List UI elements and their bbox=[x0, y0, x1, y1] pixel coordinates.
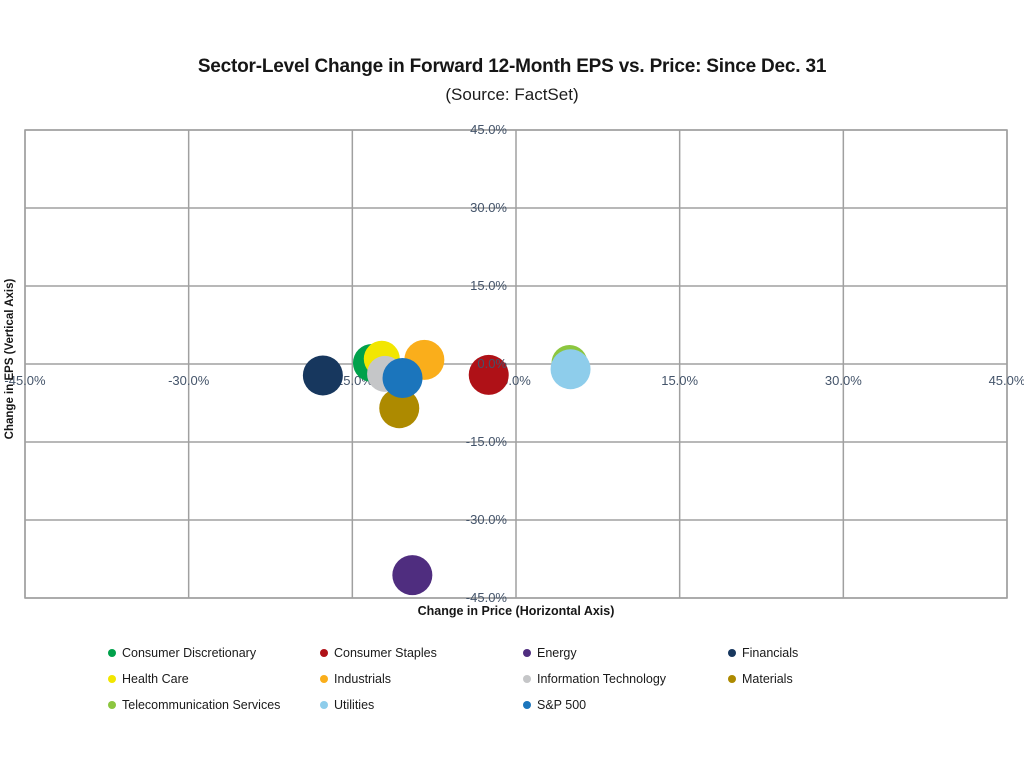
legend-item-financials: Financials bbox=[728, 646, 798, 660]
legend-label: Telecommunication Services bbox=[122, 698, 281, 712]
x-axis-tick-label: -45.0% bbox=[4, 373, 46, 388]
legend-item-consumer-staples: Consumer Staples bbox=[320, 646, 523, 660]
legend-item-information-technology: Information Technology bbox=[523, 672, 728, 686]
legend-item-telecommunication-services: Telecommunication Services bbox=[108, 698, 320, 712]
y-axis-tick-label: -30.0% bbox=[466, 512, 508, 527]
y-axis-tick-label: -45.0% bbox=[466, 590, 508, 605]
y-axis-tick-label: 45.0% bbox=[470, 122, 507, 137]
bubbles bbox=[302, 339, 591, 596]
x-axis-tick-label: 0.0% bbox=[501, 373, 531, 388]
legend-item-industrials: Industrials bbox=[320, 672, 523, 686]
bubble-s-p-500 bbox=[382, 358, 423, 399]
legend-label: Materials bbox=[742, 672, 793, 686]
legend-label: Health Care bbox=[122, 672, 189, 686]
legend-marker-utilities bbox=[320, 701, 328, 709]
legend-label: Energy bbox=[537, 646, 577, 660]
legend-label: S&P 500 bbox=[537, 698, 587, 712]
y-axis-tick-label: 0.0% bbox=[477, 356, 507, 371]
legend-label: Consumer Staples bbox=[334, 646, 437, 660]
legend-marker-health-care bbox=[108, 675, 116, 683]
x-axis-tick-label: 30.0% bbox=[825, 373, 862, 388]
legend-label: Consumer Discretionary bbox=[122, 646, 257, 660]
bubble-utilities bbox=[550, 349, 591, 390]
x-axis-tick-label: -30.0% bbox=[168, 373, 210, 388]
y-axis-tick-label: -15.0% bbox=[466, 434, 508, 449]
bubble-consumer-staples bbox=[468, 354, 509, 395]
gridlines bbox=[24, 129, 1008, 599]
y-axis-tick-label: 30.0% bbox=[470, 200, 507, 215]
legend-marker-financials bbox=[728, 649, 736, 657]
y-axis-tick-label: 15.0% bbox=[470, 278, 507, 293]
legend-item-s-p-500: S&P 500 bbox=[523, 698, 728, 712]
legend-label: Financials bbox=[742, 646, 799, 660]
legend-marker-materials bbox=[728, 675, 736, 683]
legend-item-energy: Energy bbox=[523, 646, 728, 660]
y-axis-tick-labels: 45.0% 30.0% 15.0% 0.0% -15.0% -30.0% -45.0% bbox=[466, 122, 508, 605]
legend-marker-energy bbox=[523, 649, 531, 657]
x-axis-title: Change in Price (Horizontal Axis) bbox=[417, 604, 615, 618]
x-axis-tick-label: 45.0% bbox=[989, 373, 1024, 388]
legend-item-materials: Materials bbox=[728, 672, 798, 686]
legend-item-health-care: Health Care bbox=[108, 672, 320, 686]
y-axis-title: Change in EPS (Vertical Axis) bbox=[4, 278, 16, 440]
legend-item-consumer-discretionary: Consumer Discretionary bbox=[108, 646, 320, 660]
legend-label: Information Technology bbox=[537, 672, 667, 686]
chart-title: Sector-Level Change in Forward 12-Month … bbox=[197, 56, 827, 77]
legend-item-utilities: Utilities bbox=[320, 698, 523, 712]
legend-marker-consumer-staples bbox=[320, 649, 328, 657]
legend-marker-telecommunication-services bbox=[108, 701, 116, 709]
x-axis-tick-labels: -45.0% -30.0% -15.0% 0.0% 15.0% 30.0% 45.0% bbox=[4, 373, 1024, 388]
bubble-materials bbox=[379, 388, 420, 429]
legend: Consumer Discretionary Consumer Staples En… bbox=[108, 640, 798, 718]
legend-marker-information-technology bbox=[523, 675, 531, 683]
chart-subtitle: (Source: FactSet) bbox=[445, 85, 579, 104]
bubble-financials bbox=[302, 355, 343, 396]
legend-label: Utilities bbox=[334, 698, 375, 712]
x-axis-tick-label: 15.0% bbox=[661, 373, 698, 388]
plot-border bbox=[24, 129, 1008, 599]
legend-label: Industrials bbox=[334, 672, 391, 686]
bubble-energy bbox=[392, 555, 433, 596]
legend-marker-s-p-500 bbox=[523, 701, 531, 709]
legend-marker-consumer-discretionary bbox=[108, 649, 116, 657]
legend-marker-industrials bbox=[320, 675, 328, 683]
